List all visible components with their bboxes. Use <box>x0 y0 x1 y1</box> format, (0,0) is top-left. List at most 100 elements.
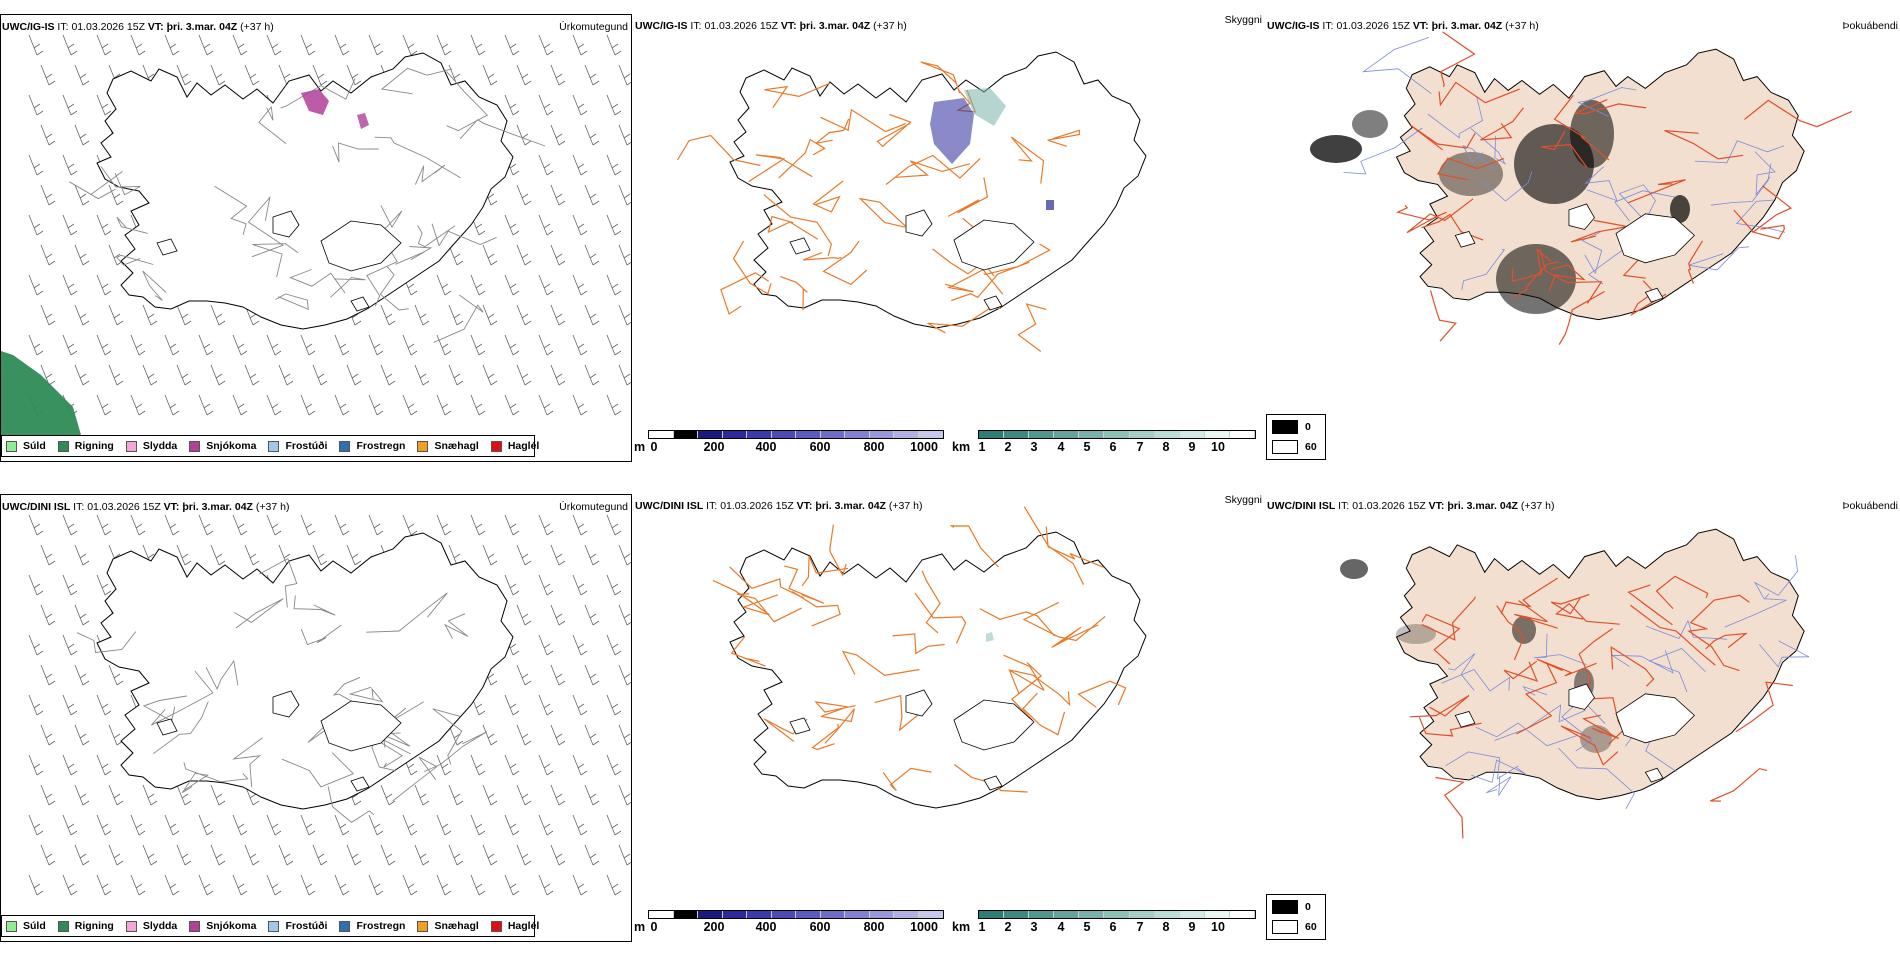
road-segment <box>1410 124 1476 151</box>
wind-barb <box>164 874 180 896</box>
road-segment <box>444 613 469 639</box>
coastline <box>1395 528 1805 801</box>
wind-barb <box>516 304 532 326</box>
wind-barb <box>538 214 554 236</box>
road-segment <box>1614 190 1675 222</box>
wind-barb <box>142 784 158 806</box>
wind-barb <box>572 634 588 656</box>
panel-title-fog: Þokuábendi <box>1842 500 1898 512</box>
wind-barb <box>334 334 350 356</box>
panel-title-precip: Úrkomutegund <box>559 21 628 33</box>
road-segment <box>1548 264 1586 292</box>
wind-barb <box>618 304 631 326</box>
legend-item: Frostúði <box>268 920 327 932</box>
road-segment <box>1753 555 1798 599</box>
road-segment <box>1343 127 1423 175</box>
road-segment <box>205 659 239 690</box>
road-segment <box>1558 290 1605 345</box>
wind-barb <box>96 214 112 236</box>
wind-barb <box>606 34 622 56</box>
wind-barb <box>606 814 622 836</box>
wind-barb <box>572 154 588 176</box>
wind-barb <box>618 244 631 266</box>
wind-barb <box>40 124 56 146</box>
road-segment <box>778 138 826 179</box>
wind-barb <box>74 844 90 866</box>
wind-barb <box>198 874 214 896</box>
road-segment <box>1480 107 1524 141</box>
visibility-panel: UWC/IG-IS IT: 01.03.2026 15Z VT: þri. 3.… <box>634 14 1264 464</box>
wind-barb <box>334 514 350 536</box>
wind-barb <box>28 574 44 596</box>
wind-barb <box>402 34 418 56</box>
panel-header: UWC/DINI ISL IT: 01.03.2026 15Z VT: þri.… <box>2 501 290 513</box>
model-name: UWC/DINI ISL <box>2 501 71 513</box>
road-segment <box>841 650 920 677</box>
legend-item: Haglél <box>490 920 539 932</box>
panel-title-visibility: Skyggni <box>1224 494 1262 506</box>
wind-barb <box>28 814 44 836</box>
coastline <box>729 531 1147 809</box>
road-segment <box>811 723 839 751</box>
wind-barb <box>96 694 112 716</box>
visibility-panel: UWC/DINI ISL IT: 01.03.2026 15Z VT: þri.… <box>634 494 1264 944</box>
wind-barb <box>516 184 532 206</box>
panel-header: UWC/IG-IS IT: 01.03.2026 15Z VT: þri. 3.… <box>635 20 907 32</box>
wind-barb <box>164 394 180 416</box>
road-segment <box>1687 240 1704 284</box>
wind-barb <box>572 874 588 896</box>
lead-time: (+37 h) <box>240 21 274 33</box>
wind-barb <box>74 364 90 386</box>
colorbar-km: km 1 2 3 4 5 6 7 8 9 10 <box>952 430 1256 460</box>
wind-barb <box>618 724 631 746</box>
wind-barb <box>584 364 600 386</box>
wind-barb <box>300 394 316 416</box>
road-segment <box>763 194 832 256</box>
wind-barb <box>28 694 44 716</box>
wind-barb <box>198 814 214 836</box>
wind-barb <box>278 364 294 386</box>
wind-barb <box>606 394 622 416</box>
road-segment <box>1441 669 1510 692</box>
wind-barb <box>62 634 78 656</box>
wind-barb <box>482 724 498 746</box>
wind-barb <box>538 154 554 176</box>
road-segment <box>275 293 309 311</box>
legend-item: Snjókoma <box>189 920 256 932</box>
wind-barb <box>584 784 600 806</box>
road-segment <box>327 786 375 823</box>
wind-barb <box>62 874 78 896</box>
road-segment <box>1045 526 1104 568</box>
wind-barb <box>244 64 260 86</box>
wind-barb <box>28 94 44 116</box>
panel-title-fog: Þokuábendi <box>1842 20 1898 32</box>
colorbar-m-labels: 0 200 400 600 800 1000 <box>650 440 938 454</box>
legend-item: Haglél <box>490 440 539 452</box>
wind-barb <box>368 514 384 536</box>
road-segment <box>258 105 287 144</box>
road-segment <box>1733 185 1793 233</box>
wind-barb <box>164 814 180 836</box>
road-segment <box>921 570 941 634</box>
wind-barb <box>40 184 56 206</box>
road-segment <box>366 592 448 633</box>
wind-barb <box>130 514 146 536</box>
coastline <box>729 51 1147 329</box>
road-segment <box>374 136 461 179</box>
wind-barb <box>300 334 316 356</box>
wind-barb <box>28 274 44 296</box>
wind-barb <box>300 814 316 836</box>
road-segment <box>1536 658 1597 677</box>
vt-value: þri. 3.mar. 04Z <box>166 21 238 33</box>
swatch-slydda <box>125 440 137 452</box>
road-segment <box>1627 584 1673 626</box>
road-segment <box>1395 204 1447 221</box>
wind-barb <box>482 244 498 266</box>
road-segment <box>874 694 925 732</box>
wind-barb <box>606 274 622 296</box>
road-segment <box>142 270 167 301</box>
wind-barb <box>40 244 56 266</box>
road-segment <box>1582 714 1619 740</box>
wind-barb <box>606 574 622 596</box>
road-segment <box>914 592 967 644</box>
